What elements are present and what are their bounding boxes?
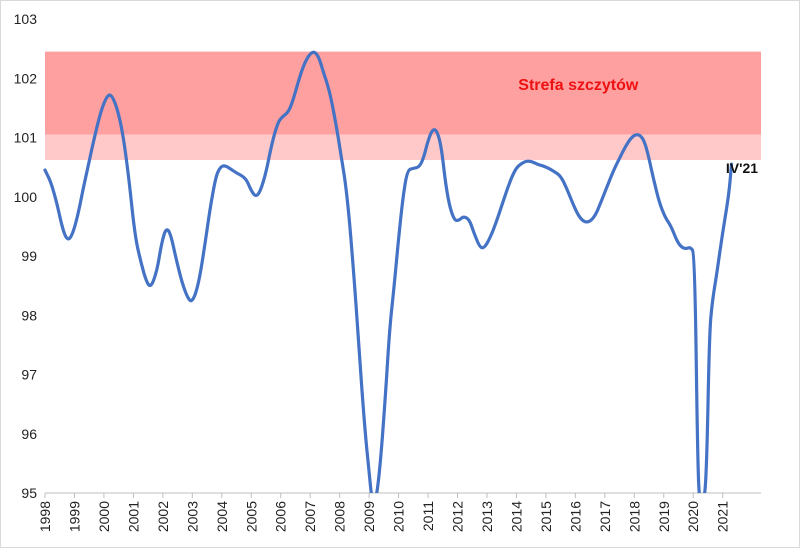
y-tick-label: 100 [14,189,38,205]
x-tick-label: 2003 [184,501,200,532]
x-tick-label: 1998 [37,501,53,532]
x-tick-label: 2016 [567,501,583,532]
x-tick-label: 2006 [273,501,289,532]
x-tick-label: 2001 [125,501,141,532]
peak-zone-label: Strefa szczytów [518,77,639,94]
y-tick-label: 101 [14,130,38,146]
x-tick-label: 2010 [391,501,407,532]
y-tick-label: 102 [14,70,38,86]
x-tick-label: 2002 [155,501,171,532]
x-tick-label: 2015 [538,501,554,532]
y-tick-label: 99 [21,248,37,264]
peak-zone-core [45,51,761,135]
x-tick-label: 2009 [361,501,377,532]
y-tick-label: 103 [14,11,38,27]
x-tick-label: 2008 [332,501,348,532]
x-tick-label: 2011 [420,501,436,531]
y-tick-label: 98 [21,307,37,323]
annotation-layer: Strefa szczytów IV'21 [518,77,758,176]
x-tick-label: 2007 [302,501,318,532]
bands-layer [45,51,761,161]
x-tick-label: 1999 [66,501,82,532]
y-tick-label: 95 [21,485,37,501]
x-tick-label: 2020 [685,501,701,532]
series-layer [43,50,734,493]
x-tick-label: 2004 [214,501,230,532]
x-tick-label: 2021 [715,501,731,532]
x-tick-label: 2005 [243,501,259,532]
x-tick-label: 2014 [508,501,524,532]
last-point-label: IV'21 [726,160,758,176]
series-line-indicator [43,50,734,493]
peak-zone-outer [45,134,761,161]
y-tick-label: 97 [21,367,37,383]
y-tick-label: 96 [21,426,37,442]
axes-layer: 95 96 97 98 99 100 101 102 103 1998 1999 2000 2001 20… [14,11,761,532]
x-tick-label: 2000 [96,501,112,532]
x-tick-label: 2012 [450,501,466,532]
x-tick-label: 2018 [626,501,642,532]
x-tick-label: 2013 [479,501,495,532]
x-tick-label: 2017 [597,501,613,532]
x-tick-label: 2019 [656,501,672,532]
